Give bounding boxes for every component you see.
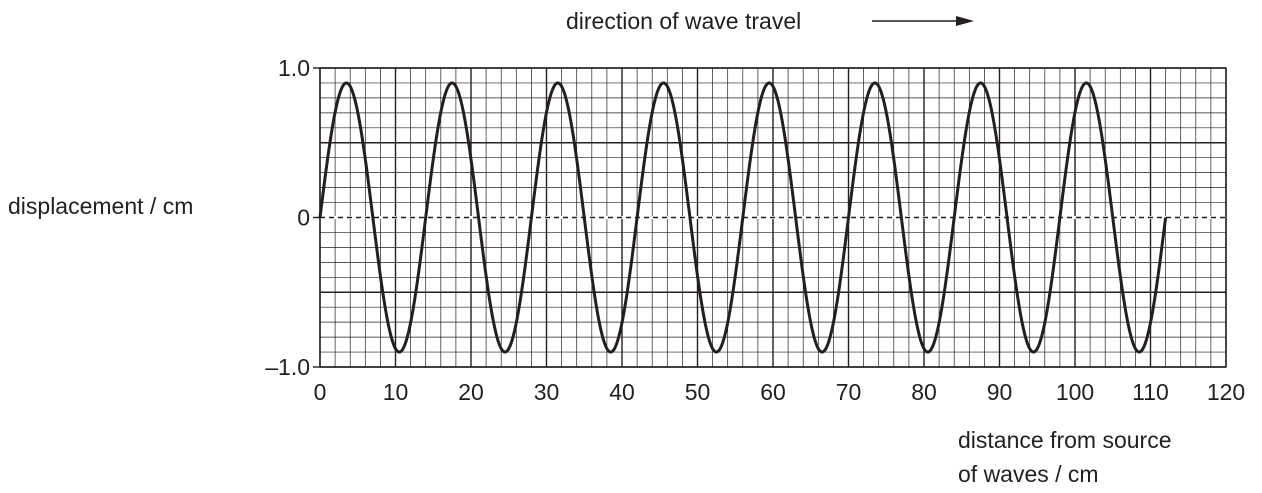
x-tick-label: 0 [314, 379, 327, 405]
x-tick-label: 10 [383, 379, 409, 405]
x-tick-label: 100 [1056, 379, 1094, 405]
x-tick-label: 90 [987, 379, 1013, 405]
x-tick-labels: 0 10 20 30 40 50 60 70 80 90 100 110 120 [314, 379, 1246, 405]
y-tick-label: 1.0 [278, 55, 310, 81]
x-axis-label-line2: of waves / cm [958, 461, 1099, 487]
y-tick-labels: 1.0 0 –1.0 [265, 55, 310, 380]
direction-annotation: direction of wave travel [566, 8, 801, 34]
x-tick-label: 40 [609, 379, 635, 405]
y-tick-label: –1.0 [265, 354, 310, 380]
direction-arrow-icon [872, 16, 974, 26]
x-tick-label: 20 [458, 379, 484, 405]
x-tick-label: 30 [534, 379, 560, 405]
x-tick-label: 60 [760, 379, 786, 405]
x-tick-label: 50 [685, 379, 711, 405]
y-axis-label: displacement / cm [8, 193, 193, 219]
x-tick-label: 80 [911, 379, 937, 405]
x-tick-label: 120 [1207, 379, 1245, 405]
y-tick-marks [313, 67, 320, 368]
y-tick-label: 0 [297, 205, 310, 231]
wave-series-line [318, 81, 1168, 354]
x-tick-label: 70 [836, 379, 862, 405]
x-axis-label-line1: distance from source [958, 427, 1171, 453]
x-tick-label: 110 [1132, 379, 1169, 405]
